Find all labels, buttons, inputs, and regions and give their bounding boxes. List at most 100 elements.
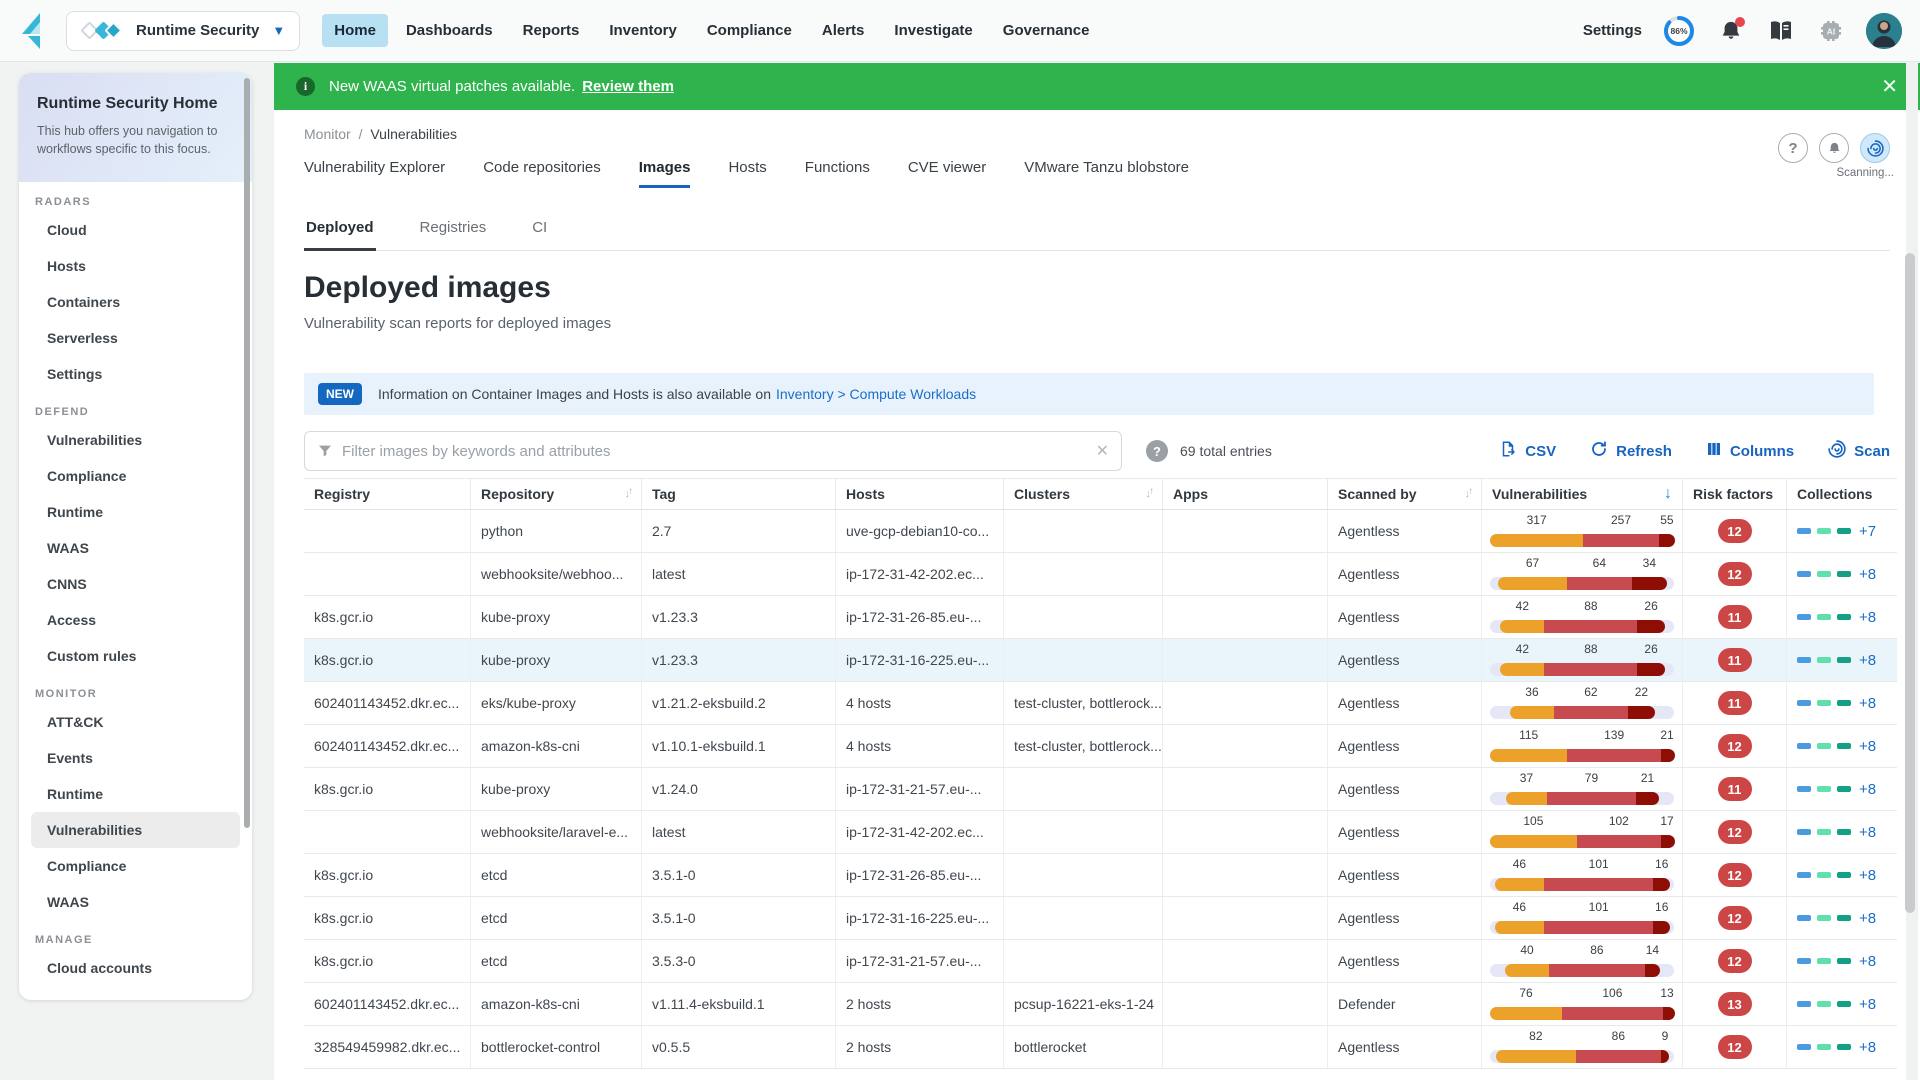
column-header-repository[interactable]: Repository ↓↑ — [470, 479, 641, 509]
risk-factor-badge[interactable]: 13 — [1717, 992, 1752, 1016]
settings-link[interactable]: Settings — [1582, 22, 1642, 39]
risk-factor-badge[interactable]: 12 — [1717, 949, 1752, 973]
sidebar-item-vulnerabilities[interactable]: Vulnerabilities — [31, 812, 240, 849]
nav-item-investigate[interactable]: Investigate — [894, 22, 973, 39]
table-row[interactable]: k8s.gcr.io kube-proxy v1.23.3 ip-172-31-16-… — [304, 639, 1897, 682]
collections-more-link[interactable]: +7 — [1859, 522, 1877, 540]
subtab-deployed[interactable]: Deployed — [304, 213, 376, 251]
tab-vmware-tanzu-blobstore[interactable]: VMware Tanzu blobstore — [1024, 159, 1190, 176]
usage-gauge-icon[interactable]: 86% — [1662, 14, 1696, 48]
column-header-apps[interactable]: Apps — [1162, 479, 1327, 509]
filter-help-icon[interactable]: ? — [1146, 440, 1168, 462]
compute-workloads-link[interactable]: Inventory > Compute Workloads — [776, 386, 977, 402]
risk-factor-badge[interactable]: 11 — [1717, 648, 1752, 672]
help-icon[interactable]: ? — [1778, 133, 1808, 163]
sidebar-scrollbar[interactable] — [244, 78, 250, 828]
table-row[interactable]: k8s.gcr.io etcd 3.5.1-0 ip-172-31-26-85.eu-… — [304, 854, 1897, 897]
banner-review-link[interactable]: Review them — [582, 78, 674, 95]
column-header-vulnerabilities[interactable]: Vulnerabilities ↓ — [1481, 479, 1682, 509]
tab-functions[interactable]: Functions — [804, 159, 870, 176]
sidebar-item-settings[interactable]: Settings — [47, 366, 103, 383]
page-scrollbar-thumb[interactable] — [1905, 253, 1915, 913]
nav-item-home[interactable]: Home — [322, 14, 388, 47]
sidebar-item-att-ck[interactable]: ATT&CK — [47, 714, 104, 731]
sidebar-item-cloud[interactable]: Cloud — [47, 222, 87, 239]
sidebar-item-compliance[interactable]: Compliance — [47, 858, 127, 875]
table-row[interactable]: 602401143452.dkr.ec... amazon-k8s-cni v1.1… — [304, 725, 1897, 768]
table-row[interactable]: 328549459982.dkr.ec... bottlerocket-contr… — [304, 1026, 1897, 1069]
table-row[interactable]: k8s.gcr.io kube-proxy v1.24.0 ip-172-31-21-… — [304, 768, 1897, 811]
risk-factor-badge[interactable]: 12 — [1717, 863, 1752, 887]
page-scrollbar-track[interactable] — [1905, 63, 1918, 1080]
nav-item-dashboards[interactable]: Dashboards — [405, 22, 493, 39]
column-header-hosts[interactable]: Hosts — [835, 479, 1003, 509]
table-row[interactable]: 602401143452.dkr.ec... amazon-k8s-cni v1.1… — [304, 983, 1897, 1026]
column-header-registry[interactable]: Registry — [304, 479, 470, 509]
csv-button[interactable]: CSV — [1499, 440, 1556, 462]
table-row[interactable]: python 2.7 uve-gcp-debian10-co... Agentless… — [304, 510, 1897, 553]
risk-factor-badge[interactable]: 12 — [1717, 734, 1752, 758]
sort-desc-icon[interactable]: ↓ — [1664, 485, 1672, 502]
banner-close-icon[interactable]: ✕ — [1881, 76, 1898, 98]
product-switcher[interactable]: Runtime Security ▼ — [66, 10, 301, 51]
subtab-ci[interactable]: CI — [532, 219, 548, 236]
alerts-bell-icon[interactable] — [1819, 133, 1849, 163]
table-row[interactable]: 602401143452.dkr.ec... eks/kube-proxy v1.2… — [304, 682, 1897, 725]
collections-more-link[interactable]: +8 — [1859, 1038, 1877, 1056]
notifications-bell-icon[interactable] — [1716, 16, 1746, 46]
risk-factor-badge[interactable]: 12 — [1717, 820, 1752, 844]
collections-more-link[interactable]: +8 — [1859, 823, 1877, 841]
collections-more-link[interactable]: +8 — [1859, 909, 1877, 927]
sidebar-item-custom-rules[interactable]: Custom rules — [47, 648, 137, 665]
columns-button[interactable]: Columns — [1706, 440, 1794, 462]
filter-input[interactable] — [342, 442, 1096, 460]
column-header-clusters[interactable]: Clusters ↓↑ — [1003, 479, 1162, 509]
risk-factor-badge[interactable]: 12 — [1717, 1035, 1752, 1059]
column-header-risk-factors[interactable]: Risk factors — [1682, 479, 1786, 509]
sidebar-item-waas[interactable]: WAAS — [47, 894, 89, 911]
tab-images[interactable]: Images — [638, 159, 691, 188]
ai-copilot-icon[interactable]: AI — [1816, 16, 1846, 46]
risk-factor-badge[interactable]: 11 — [1717, 691, 1752, 715]
nav-item-inventory[interactable]: Inventory — [609, 22, 677, 39]
sort-arrows-icon[interactable]: ↓↑ — [1145, 486, 1155, 500]
scan-button[interactable]: Scan — [1828, 440, 1890, 462]
table-row[interactable]: k8s.gcr.io etcd 3.5.1-0 ip-172-31-16-225.eu… — [304, 897, 1897, 940]
collections-more-link[interactable]: +8 — [1859, 995, 1877, 1013]
sidebar-item-runtime[interactable]: Runtime — [47, 504, 103, 521]
sidebar-item-hosts[interactable]: Hosts — [47, 258, 86, 275]
tab-vulnerability-explorer[interactable]: Vulnerability Explorer — [304, 159, 446, 176]
sidebar-item-compliance[interactable]: Compliance — [47, 468, 127, 485]
risk-factor-badge[interactable]: 11 — [1717, 605, 1752, 629]
column-header-collections[interactable]: Collections — [1786, 479, 1897, 509]
table-row[interactable]: k8s.gcr.io kube-proxy v1.23.3 ip-172-31-26-… — [304, 596, 1897, 639]
column-header-scanned-by[interactable]: Scanned by ↓↑ — [1327, 479, 1481, 509]
sidebar-item-access[interactable]: Access — [47, 612, 97, 629]
collections-more-link[interactable]: +8 — [1859, 565, 1877, 583]
sidebar-item-serverless[interactable]: Serverless — [47, 330, 118, 347]
subtab-registries[interactable]: Registries — [419, 219, 487, 236]
risk-factor-badge[interactable]: 11 — [1717, 777, 1752, 801]
sidebar-item-cloud-accounts[interactable]: Cloud accounts — [47, 960, 153, 977]
table-row[interactable]: webhooksite/laravel-e... latest ip-172-31-… — [304, 811, 1897, 854]
sort-arrows-icon[interactable]: ↓↑ — [624, 486, 634, 500]
table-row[interactable]: k8s.gcr.io etcd 3.5.3-0 ip-172-31-21-57.eu-… — [304, 940, 1897, 983]
risk-factor-badge[interactable]: 12 — [1717, 562, 1752, 586]
collections-more-link[interactable]: +8 — [1859, 694, 1877, 712]
sort-arrows-icon[interactable]: ↓↑ — [1464, 486, 1474, 500]
scanning-status-icon[interactable] — [1860, 133, 1890, 163]
docs-book-icon[interactable] — [1766, 16, 1796, 46]
nav-item-alerts[interactable]: Alerts — [821, 22, 865, 39]
sidebar-item-waas[interactable]: WAAS — [47, 540, 89, 557]
nav-item-compliance[interactable]: Compliance — [706, 22, 792, 39]
sidebar-item-events[interactable]: Events — [47, 750, 93, 767]
nav-item-reports[interactable]: Reports — [522, 22, 580, 39]
filter-clear-icon[interactable]: ✕ — [1095, 443, 1109, 460]
risk-factor-badge[interactable]: 12 — [1717, 906, 1752, 930]
tab-hosts[interactable]: Hosts — [728, 159, 767, 176]
table-row[interactable]: webhooksite/webhoo... latest ip-172-31-42-… — [304, 553, 1897, 596]
tab-code-repositories[interactable]: Code repositories — [483, 159, 601, 176]
sidebar-item-vulnerabilities[interactable]: Vulnerabilities — [47, 432, 143, 449]
collections-more-link[interactable]: +8 — [1859, 952, 1877, 970]
refresh-button[interactable]: Refresh — [1590, 440, 1672, 462]
